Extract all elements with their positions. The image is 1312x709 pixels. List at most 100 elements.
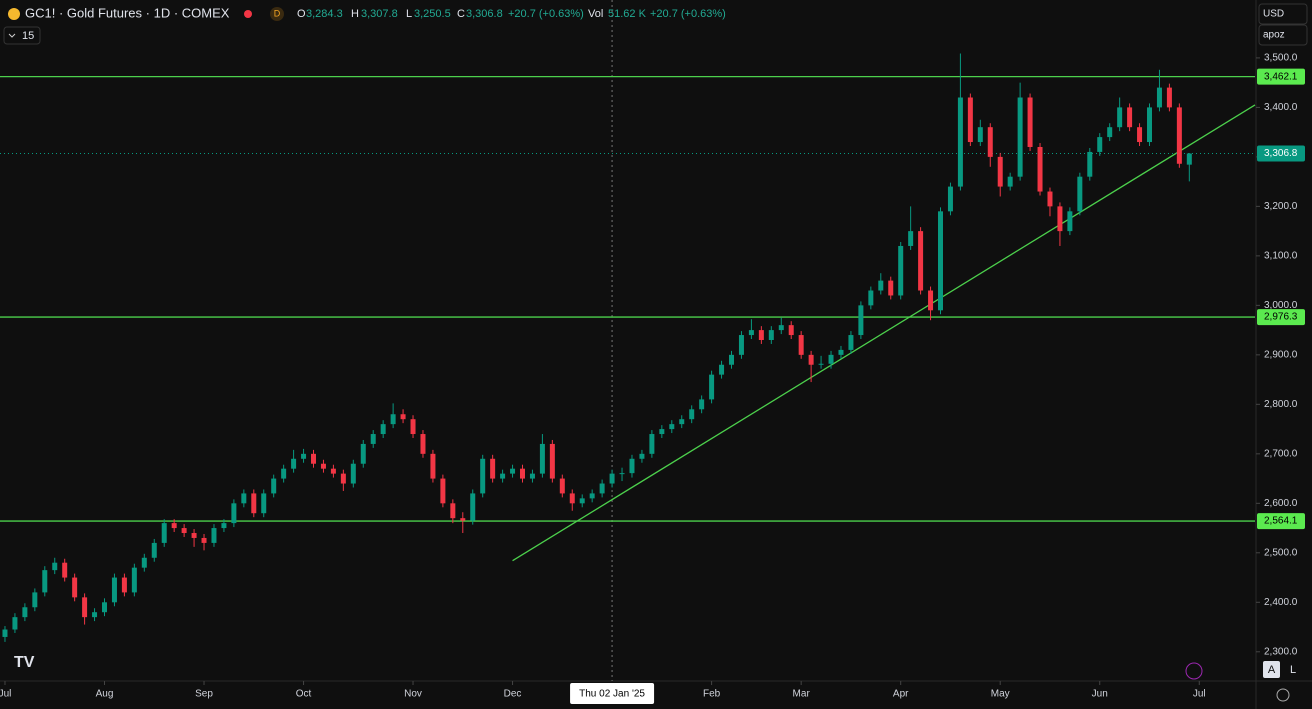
candle-body (1147, 107, 1153, 143)
candle-body (201, 537, 207, 543)
interval-box[interactable] (3, 26, 41, 45)
x-tick-label: Jul (0, 689, 11, 700)
candle-body (868, 290, 874, 306)
candle-body (808, 354, 814, 365)
y-tick-label: 2,300.0 (1264, 646, 1298, 657)
candle-body (838, 349, 844, 355)
x-tick-label: May (991, 689, 1010, 700)
candle-body (619, 473, 625, 475)
candle-body (918, 231, 924, 291)
candle-body (470, 493, 476, 521)
interval: 15 (22, 30, 34, 42)
settings-icon[interactable] (1276, 688, 1290, 702)
candle-body (659, 429, 665, 435)
flag-icon (244, 10, 252, 18)
candle-body (947, 186, 953, 212)
axis-controls: USD apoz A L TV (14, 3, 1308, 702)
candle-body (1027, 97, 1033, 147)
candle-body (1166, 87, 1172, 108)
log-label[interactable]: L (1290, 664, 1296, 676)
legend-header: GC1! · Gold Futures · 1D · COMEX D O 3,2… (3, 5, 726, 45)
scale-box[interactable] (1258, 24, 1308, 46)
candle-body (1007, 176, 1013, 187)
candle-body (967, 97, 973, 143)
candle-body (42, 570, 48, 593)
candle-body (380, 424, 386, 435)
candle-body (320, 463, 326, 469)
candle-body (450, 503, 456, 519)
y-tick-label: 2,400.0 (1264, 597, 1298, 608)
level-label-bg (1257, 68, 1305, 85)
y-tick-label: 2,800.0 (1264, 399, 1298, 410)
candle-body (1087, 151, 1093, 177)
candle-body (738, 335, 744, 355)
candle-body (788, 325, 794, 336)
candle-body (72, 577, 78, 598)
candle-body (181, 528, 187, 534)
candle-body (569, 493, 575, 504)
l-label: L (406, 8, 412, 20)
candle-body (818, 363, 824, 365)
o-label: O (297, 8, 306, 20)
change: +20.7 (+0.63%) (508, 8, 584, 20)
candle-body (360, 443, 366, 464)
candle-body (888, 280, 894, 296)
candle-body (111, 577, 117, 603)
logo: TV (14, 654, 35, 671)
candle-body (768, 330, 774, 340)
candle-body (977, 127, 983, 143)
candle-body (1047, 191, 1053, 207)
candle-body (251, 493, 257, 514)
badge-bg (270, 7, 284, 21)
currency-box[interactable] (1258, 3, 1308, 25)
candle-body (32, 592, 38, 608)
x-tick-label: Oct (296, 689, 312, 700)
alert-icon[interactable] (1185, 662, 1203, 680)
last-price-bg (1257, 145, 1305, 162)
candle-body (440, 478, 446, 504)
candle-body (62, 562, 68, 578)
candle-body (430, 453, 436, 479)
trendline (512, 104, 1256, 562)
level-label-bg (1257, 309, 1305, 326)
candle-body (798, 335, 804, 355)
candle-body (1077, 176, 1083, 212)
candle-body (500, 473, 506, 479)
y-tick-label: 2,500.0 (1264, 547, 1298, 558)
candle-body (211, 528, 217, 543)
candle-body (758, 330, 764, 340)
candle-body (539, 443, 545, 474)
last-price-label: 3,306.8 (1264, 148, 1298, 159)
level-label: 2,564.1 (1264, 516, 1298, 527)
level-label-bg (1257, 513, 1305, 530)
candle-body (908, 231, 914, 246)
x-tick-label: Feb (703, 689, 721, 700)
candle-body (1017, 97, 1023, 177)
currency: USD (1263, 9, 1284, 20)
close-value: 3,306.8 (466, 8, 503, 20)
candle-body (957, 97, 963, 187)
symbol-icon (8, 8, 20, 20)
candle-body (599, 483, 605, 494)
crosshair-label-bg (570, 683, 655, 704)
candle-body (400, 414, 406, 420)
candle-body (241, 493, 247, 504)
candle-body (221, 523, 227, 529)
candle-body (1067, 211, 1073, 232)
candle-body (858, 305, 864, 336)
candle-body (1097, 137, 1103, 152)
badge: D (274, 8, 281, 18)
symbol-title[interactable]: GC1! · Gold Futures · 1D · COMEX (25, 5, 230, 20)
candle-body (1127, 107, 1133, 128)
auto-label: A (1268, 664, 1276, 676)
candle-body (161, 523, 167, 543)
level-label: 2,976.3 (1264, 312, 1298, 323)
candle-body (679, 419, 685, 425)
candle-body (928, 290, 934, 311)
candle-body (102, 602, 108, 613)
candle-body (520, 468, 526, 479)
candle-body (1176, 107, 1182, 164)
auto-button[interactable] (1263, 661, 1280, 678)
